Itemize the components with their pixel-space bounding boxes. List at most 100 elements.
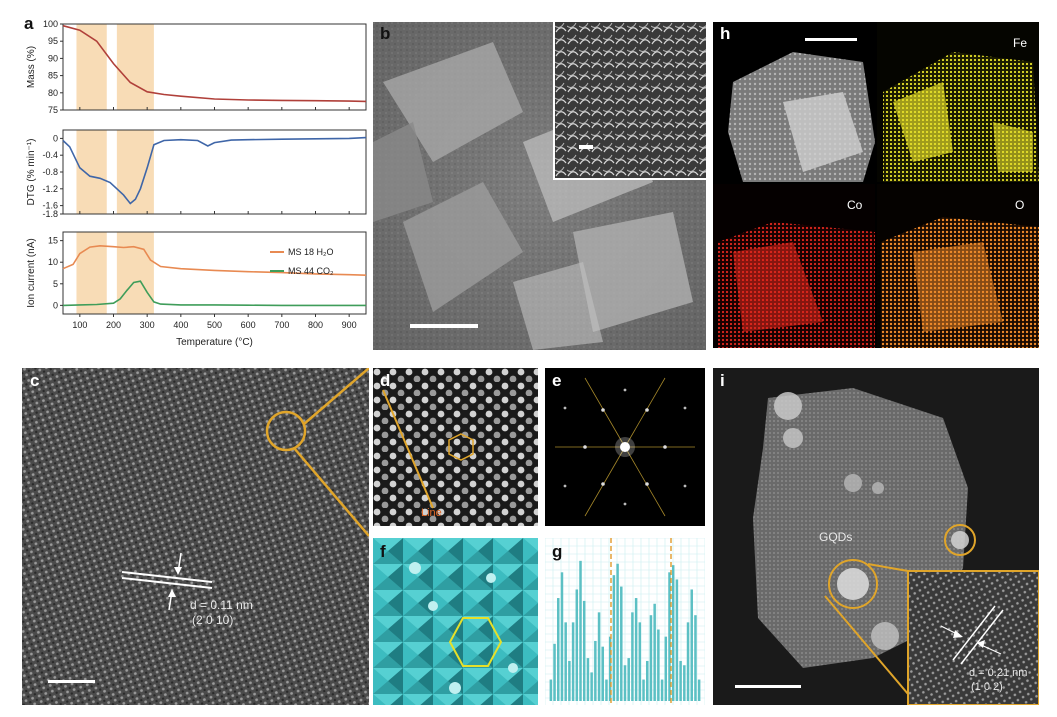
i-plane-text: (1 0 2)	[971, 681, 1003, 693]
g-bar	[605, 679, 608, 701]
shaded-region	[116, 24, 154, 110]
panel-b-inset	[553, 22, 706, 180]
y-tick-label: 0	[53, 300, 58, 310]
g-bar	[620, 586, 623, 701]
g-bar	[568, 660, 571, 701]
y-tick-label: 80	[48, 88, 58, 98]
g-bar	[623, 665, 627, 701]
fft-pattern	[555, 377, 695, 517]
legend-entry: MS 18 H₂O	[288, 247, 334, 257]
x-tick-label: 800	[308, 320, 323, 330]
g-bar	[649, 615, 653, 701]
y-tick-label: -1.8	[42, 209, 58, 219]
y-tick-label: 90	[48, 53, 58, 63]
x-tick-label: 100	[72, 320, 87, 330]
shaded-region	[76, 130, 107, 214]
c-zoom-line-bottom	[293, 447, 369, 537]
g-bar	[594, 640, 597, 701]
plot-frame	[62, 23, 367, 111]
y-tick-label: 75	[48, 105, 58, 115]
f-hexagon	[448, 617, 503, 667]
g-bar	[675, 579, 679, 701]
inset-scale-bar	[579, 145, 593, 149]
h-scale-bar	[805, 38, 857, 41]
g-bar	[571, 622, 575, 701]
x-tick-label: 400	[173, 320, 188, 330]
panel-d-atomic-image: Line	[373, 368, 538, 526]
panel-e-fft	[545, 368, 705, 526]
g-bar	[575, 589, 579, 701]
panel-i-haadf: d = 0.21 nm (1 0 2) GQDs	[713, 368, 1039, 705]
y-tick-label: 85	[48, 71, 58, 81]
c-zoom-line-top	[303, 368, 369, 425]
i-spacing-text: d = 0.21 nm	[969, 667, 1027, 679]
panel-f-crystal-model	[373, 538, 538, 705]
panel-label-h: h	[720, 24, 731, 43]
panel-b-scale-bar	[410, 324, 478, 328]
y-tick-label: -0.8	[42, 167, 58, 177]
g-bar	[690, 589, 693, 701]
g-bar	[697, 679, 701, 701]
g-bar	[645, 660, 649, 701]
panel-b-sem-image	[373, 22, 706, 350]
g-bar	[683, 665, 686, 701]
g-bar	[686, 622, 690, 701]
x-axis-label: Temperature (°C)	[176, 337, 253, 348]
g-bar	[601, 646, 605, 701]
y-tick-label: -1.6	[42, 201, 58, 211]
inset-nanosheet-texture	[555, 22, 706, 178]
g-bar	[664, 636, 668, 701]
panel-label-g: g	[552, 542, 563, 561]
g-bar	[597, 612, 601, 701]
y-axis-label: Ion current (nA)	[26, 238, 37, 307]
y-tick-label: 95	[48, 36, 58, 46]
panel-label-c: c	[30, 371, 40, 390]
g-bar	[582, 600, 586, 701]
series-line	[62, 136, 367, 205]
g-bar	[586, 658, 590, 701]
d-hexagon	[448, 433, 474, 461]
label-o: O	[1015, 198, 1025, 212]
g-bar	[579, 560, 582, 701]
g-bar	[616, 563, 619, 701]
haadf-image: d = 0.21 nm (1 0 2) GQDs	[735, 388, 1039, 705]
label-co: Co	[847, 198, 863, 212]
y-axis-label: Mass (%)	[26, 46, 37, 88]
x-tick-label: 200	[106, 320, 121, 330]
g-bar	[634, 598, 638, 701]
g-bar	[668, 572, 671, 701]
c-spacing-text: d = 0.11 nm	[190, 598, 253, 612]
g-bar	[564, 622, 567, 701]
d-line-text: Line	[421, 507, 442, 519]
y-tick-label: 15	[48, 236, 58, 246]
y-tick-label: 5	[53, 279, 58, 289]
x-tick-label: 500	[207, 320, 222, 330]
g-bar	[694, 615, 697, 701]
c-plane-text: (2 0 10)	[192, 613, 233, 627]
shaded-region	[116, 232, 154, 314]
g-bar	[608, 636, 612, 701]
g-bar	[657, 629, 660, 701]
d-profile-line	[382, 389, 434, 509]
g-bar	[612, 575, 616, 701]
y-tick-label: 10	[48, 257, 58, 267]
panel-label-e: e	[552, 371, 562, 390]
panel-label-a: a	[24, 14, 34, 33]
i-scale-bar	[735, 685, 801, 688]
y-tick-label: 0	[53, 133, 58, 143]
shaded-region	[76, 232, 107, 314]
y-tick-label: -1.2	[42, 184, 58, 194]
panel-g-profile	[545, 538, 705, 705]
series-line	[62, 280, 366, 307]
series-line	[62, 244, 367, 276]
g-bar	[627, 658, 630, 701]
i-inset	[907, 570, 1039, 705]
g-bar	[642, 679, 645, 701]
panel-label-b: b	[380, 24, 391, 43]
y-tick-label: -0.4	[42, 150, 58, 160]
g-bar	[653, 603, 656, 701]
x-tick-label: 900	[342, 320, 357, 330]
i-small-circle	[944, 524, 976, 556]
x-tick-label: 300	[140, 320, 155, 330]
